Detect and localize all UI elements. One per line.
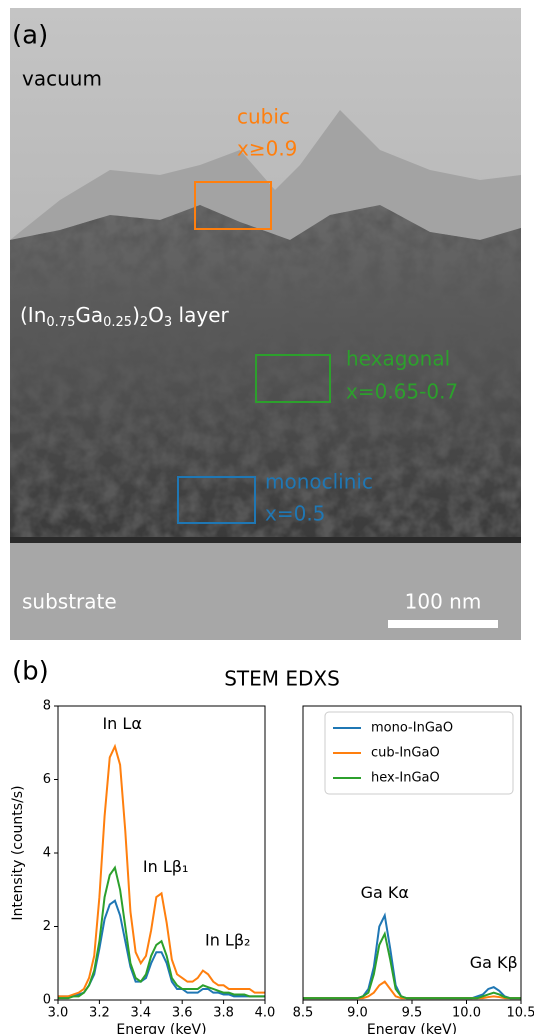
x-tick-label: 8.5 <box>293 1006 314 1021</box>
hexagonal-label: x=0.65-0.7 <box>346 380 458 404</box>
layer-part: (In <box>20 303 46 327</box>
x-tick-label: 10.5 <box>507 1006 534 1021</box>
y-tick-label: 6 <box>43 772 51 787</box>
peak-annotation: Ga Kα <box>361 883 409 902</box>
peak-annotation: In Lα <box>102 714 141 733</box>
peak-annotation: Ga Kβ <box>470 953 518 972</box>
hexagonal-label: hexagonal <box>346 347 450 371</box>
axes-frame <box>58 706 265 1000</box>
layer-part: 0.25 <box>103 315 132 330</box>
y-tick-label: 0 <box>43 993 51 1008</box>
x-tick-label: 3.8 <box>213 1006 234 1021</box>
layer-part: 0.75 <box>46 315 75 330</box>
layer-part: 2 <box>140 315 148 330</box>
y-tick-label: 2 <box>43 919 51 934</box>
x-tick-label: 10.0 <box>452 1006 481 1021</box>
figure: (a) vacuum cubic x≥0.9 hexagonal x=0.65-… <box>0 0 534 1034</box>
x-tick-label: 4.0 <box>255 1006 276 1021</box>
scale-bar <box>388 620 498 628</box>
legend-label: hex-InGaO <box>371 771 440 786</box>
x-tick-label: 9.0 <box>347 1006 368 1021</box>
peak-annotation: In Lβ₁ <box>143 857 188 876</box>
charts: 3.0 3.2 3.4 3.6 3.8 4.0 0 2 4 6 8 Energy (keV) Inten… <box>10 699 534 1034</box>
interface <box>10 537 521 543</box>
cubic-label: cubic <box>237 105 290 129</box>
x-tick-label: 3.6 <box>172 1006 193 1021</box>
x-tick-label: 9.5 <box>402 1006 423 1021</box>
layer-part: 3 <box>164 315 172 330</box>
substrate-label: substrate <box>22 590 117 614</box>
x-tick-label: 3.4 <box>130 1006 151 1021</box>
x-tick-label: 3.2 <box>89 1006 110 1021</box>
y-axis-label: Intensity (counts/s) <box>10 785 26 920</box>
layer-part: ) <box>132 303 140 327</box>
legend-label: mono-InGaO <box>371 721 453 736</box>
cubic-label: x≥0.9 <box>237 137 297 161</box>
x-axis-label: Energy (keV) <box>116 1022 206 1034</box>
layer-part: layer <box>172 303 229 327</box>
x-tick-label: 3.0 <box>48 1006 69 1021</box>
monoclinic-label: monoclinic <box>265 470 373 494</box>
monoclinic-label: x=0.5 <box>265 502 325 526</box>
chart-title: STEM EDXS <box>224 667 340 691</box>
peak-annotation: In Lβ₂ <box>205 931 250 950</box>
x-axis-label: Energy (keV) <box>367 1022 457 1034</box>
y-tick-label: 8 <box>43 699 51 714</box>
layer-part: Ga <box>75 303 103 327</box>
page: (a) vacuum cubic x≥0.9 hexagonal x=0.65-… <box>0 0 534 1034</box>
legend-label: cub-InGaO <box>371 746 440 761</box>
y-tick-label: 4 <box>43 846 51 861</box>
scale-bar-label: 100 nm <box>405 590 482 614</box>
panel-label: (a) <box>12 21 48 51</box>
layer-part: O <box>148 303 164 327</box>
vacuum-label: vacuum <box>22 67 102 91</box>
panel-label: (b) <box>12 657 49 687</box>
